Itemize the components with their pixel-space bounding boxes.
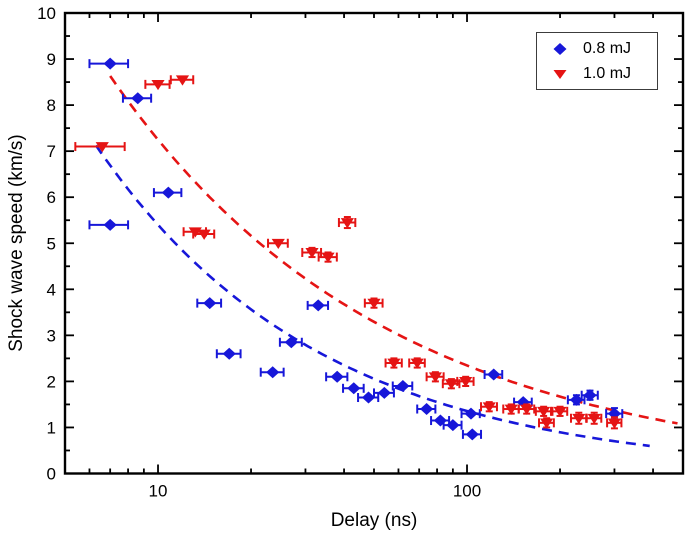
svg-text:9: 9 (47, 50, 56, 69)
svg-text:100: 100 (453, 482, 481, 501)
series-0-8mJ-points (88, 57, 624, 441)
svg-text:5: 5 (47, 234, 56, 253)
svg-text:10: 10 (149, 482, 168, 501)
legend: 0.8 mJ 1.0 mJ (536, 32, 658, 90)
triangle-down-marker-icon (537, 67, 583, 81)
legend-entry-0-8mJ: 0.8 mJ (537, 36, 657, 61)
svg-text:1: 1 (47, 418, 56, 437)
svg-text:2: 2 (47, 372, 56, 391)
legend-entry-1-0mJ: 1.0 mJ (537, 61, 657, 86)
series-1-0mJ-points (74, 75, 623, 430)
x-axis-title: Delay (ns) (330, 510, 418, 531)
legend-label-1-0mJ: 1.0 mJ (583, 64, 632, 82)
axis-ticks (65, 12, 683, 475)
svg-text:3: 3 (47, 326, 56, 345)
svg-text:8: 8 (47, 96, 56, 115)
svg-text:4: 4 (47, 280, 56, 299)
y-axis-title: Shock wave speed (km/s) (6, 134, 27, 352)
svg-text:6: 6 (47, 188, 56, 207)
fit-curves (94, 75, 678, 448)
svg-text:0: 0 (47, 465, 56, 484)
diamond-marker-icon (537, 42, 583, 56)
axis-tick-labels: 10 100 0 1 2 3 4 5 6 7 8 9 10 (37, 4, 481, 501)
legend-label-0-8mJ: 0.8 mJ (583, 39, 632, 57)
svg-text:7: 7 (47, 142, 56, 161)
svg-text:10: 10 (37, 4, 56, 23)
